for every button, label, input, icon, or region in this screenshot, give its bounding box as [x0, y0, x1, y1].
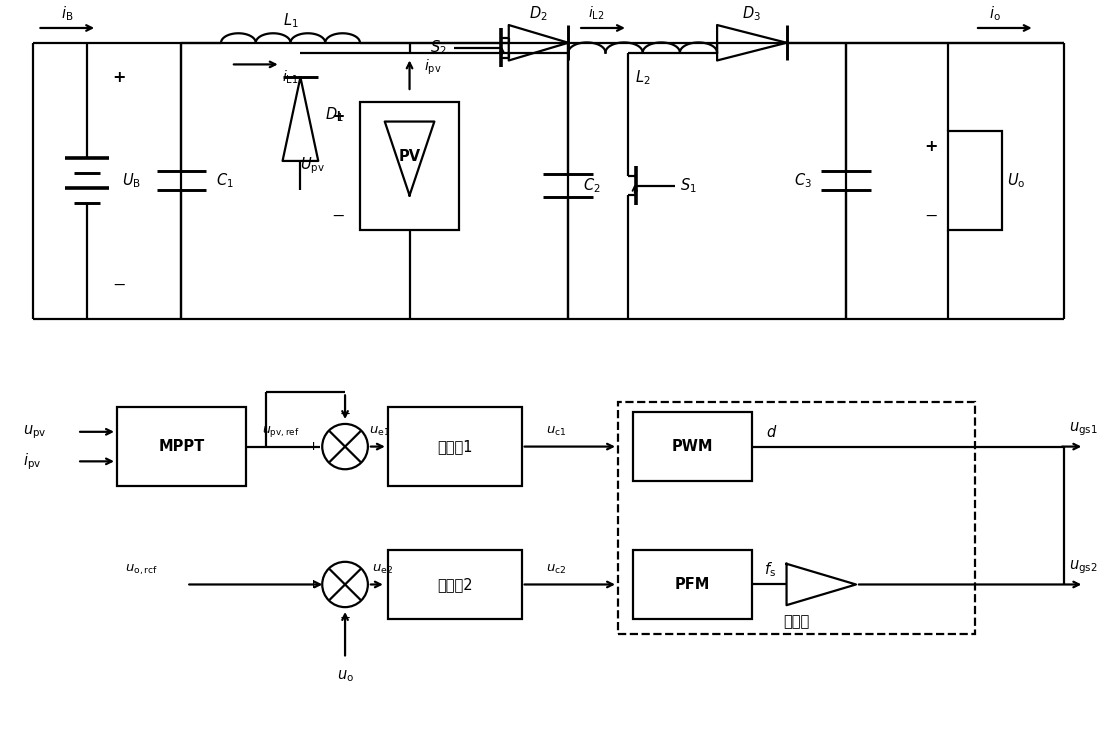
Text: $L_1$: $L_1$: [283, 12, 299, 30]
Text: $u_{\rm e2}$: $u_{\rm e2}$: [373, 563, 394, 576]
Text: $u_{\rm pv,ref}$: $u_{\rm pv,ref}$: [262, 424, 300, 440]
FancyBboxPatch shape: [388, 550, 522, 619]
FancyBboxPatch shape: [633, 550, 752, 619]
Text: $u_{\rm gs1}$: $u_{\rm gs1}$: [1070, 420, 1098, 437]
Text: $-$: $-$: [340, 407, 351, 420]
Text: $L_2$: $L_2$: [635, 68, 650, 87]
Text: $u_{\rm c2}$: $u_{\rm c2}$: [546, 563, 566, 576]
Text: +: +: [307, 440, 319, 453]
Text: $d$: $d$: [766, 424, 778, 440]
Text: $-$: $-$: [112, 276, 126, 292]
Text: $S_2$: $S_2$: [429, 38, 446, 57]
Text: $U_{\rm B}$: $U_{\rm B}$: [122, 171, 140, 190]
Text: $C_1$: $C_1$: [216, 171, 233, 190]
Text: $u_{\rm e1}$: $u_{\rm e1}$: [369, 426, 390, 438]
Text: $u_{\rm o}$: $u_{\rm o}$: [336, 668, 354, 684]
FancyBboxPatch shape: [359, 102, 459, 230]
Text: $U_{\rm o}$: $U_{\rm o}$: [1008, 171, 1025, 190]
Text: $i_{\rm L2}$: $i_{\rm L2}$: [588, 4, 605, 22]
Text: $U_{\rm pv}$: $U_{\rm pv}$: [300, 156, 325, 176]
Text: 调节器1: 调节器1: [437, 439, 472, 454]
Text: $i_{\rm o}$: $i_{\rm o}$: [989, 4, 1001, 23]
Text: $D_2$: $D_2$: [529, 4, 547, 23]
Text: 调制器: 调制器: [783, 614, 810, 629]
Text: PWM: PWM: [671, 439, 713, 454]
Text: +: +: [925, 139, 938, 154]
Text: $-$: $-$: [925, 207, 938, 223]
Text: $f_{\rm s}$: $f_{\rm s}$: [763, 560, 775, 579]
Text: +: +: [112, 70, 125, 85]
Text: $D_1$: $D_1$: [325, 105, 344, 123]
Text: 调节器2: 调节器2: [437, 577, 472, 592]
FancyBboxPatch shape: [117, 407, 246, 486]
Text: $i_{\rm L1}$: $i_{\rm L1}$: [282, 68, 299, 86]
FancyBboxPatch shape: [948, 132, 1002, 230]
FancyBboxPatch shape: [388, 407, 522, 486]
Text: $i_{\rm pv}$: $i_{\rm pv}$: [425, 58, 442, 77]
Text: $i_{\rm pv}$: $i_{\rm pv}$: [22, 451, 41, 472]
Text: +: +: [332, 109, 345, 124]
Text: MPPT: MPPT: [158, 439, 205, 454]
Text: $D_3$: $D_3$: [742, 4, 761, 23]
Text: PV: PV: [398, 148, 420, 163]
Text: $-$: $-$: [340, 611, 351, 624]
Text: $i_{\rm B}$: $i_{\rm B}$: [61, 4, 73, 23]
Text: $C_2$: $C_2$: [583, 176, 601, 195]
Text: $u_{\rm o,rcf}$: $u_{\rm o,rcf}$: [125, 562, 158, 577]
Text: $u_{\rm pv}$: $u_{\rm pv}$: [22, 423, 46, 440]
FancyBboxPatch shape: [618, 402, 975, 634]
Text: $-$: $-$: [332, 207, 345, 223]
Text: $u_{\rm gs2}$: $u_{\rm gs2}$: [1070, 558, 1098, 576]
Text: $S_1$: $S_1$: [680, 176, 697, 195]
FancyBboxPatch shape: [633, 412, 752, 481]
Text: $C_3$: $C_3$: [793, 171, 812, 190]
Text: PFM: PFM: [675, 577, 710, 592]
Text: +: +: [307, 578, 319, 591]
Text: $u_{\rm c1}$: $u_{\rm c1}$: [546, 426, 566, 438]
